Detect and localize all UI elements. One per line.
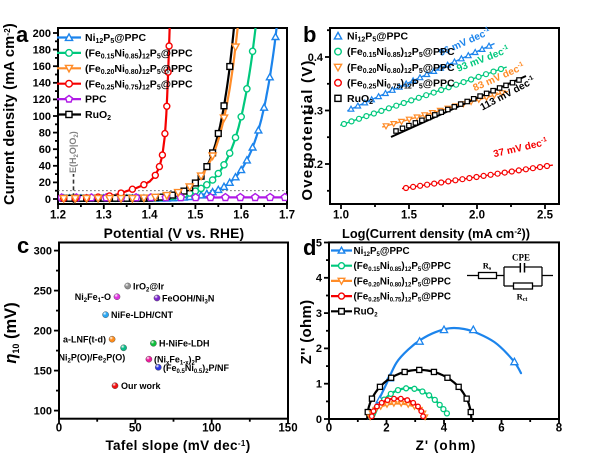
svg-text:Our work: Our work	[121, 381, 162, 391]
svg-text:180: 180	[33, 44, 51, 56]
svg-text:0: 0	[326, 423, 332, 435]
svg-text:IrO2​@Ir: IrO2​@Ir	[133, 282, 165, 294]
svg-text:c: c	[17, 233, 29, 258]
svg-text:4: 4	[316, 273, 323, 285]
svg-text:200: 200	[34, 325, 52, 337]
svg-text:100: 100	[34, 405, 52, 417]
svg-text:40: 40	[39, 161, 51, 173]
svg-text:100: 100	[202, 423, 221, 435]
svg-text:Tafel slope (mV dec-1​): Tafel slope (mV dec-1​)	[105, 438, 250, 453]
svg-text:(Fe0.20​Ni0.80​)12​P5​@PPC: (Fe0.20​Ni0.80​)12​P5​@PPC	[354, 276, 451, 288]
svg-text:Rs: Rs	[483, 261, 492, 273]
svg-text:PPC: PPC	[85, 94, 107, 106]
svg-text:150: 150	[278, 423, 297, 435]
svg-text:Overpotential (V): Overpotential (V)	[299, 59, 316, 200]
svg-text:80: 80	[39, 127, 51, 139]
svg-text:20: 20	[39, 177, 51, 189]
svg-text:H-NiFe-LDH: H-NiFe-LDH	[159, 339, 210, 349]
svg-text:300: 300	[34, 245, 52, 257]
svg-text:50: 50	[129, 423, 142, 435]
svg-text:4: 4	[441, 423, 448, 435]
svg-text:0: 0	[45, 194, 51, 206]
svg-text:(Fe0.15​Ni0.85​)12​P5​@PPC: (Fe0.15​Ni0.85​)12​P5​@PPC	[354, 261, 451, 273]
svg-text:2: 2	[316, 343, 322, 355]
svg-text:a: a	[16, 22, 29, 47]
svg-text:140: 140	[33, 78, 51, 90]
svg-text:2.0: 2.0	[469, 210, 485, 222]
svg-text:RuO2​: RuO2​	[85, 109, 111, 122]
svg-text:6: 6	[498, 423, 504, 435]
svg-text:2.5: 2.5	[537, 210, 554, 222]
svg-text:2: 2	[383, 423, 389, 435]
svg-text:100: 100	[33, 111, 51, 123]
svg-text:η10 (mV): η10 (mV)	[2, 302, 21, 363]
svg-text:60: 60	[39, 144, 51, 156]
svg-text:Ni12​P5​@PPC: Ni12​P5​@PPC	[85, 32, 146, 45]
svg-text:160: 160	[33, 61, 51, 73]
svg-text:(Nix​Fe1-x​)2​P: (Nix​Fe1-x​)2​P	[154, 355, 201, 367]
svg-text:1: 1	[316, 379, 322, 391]
svg-text:Log(Current density (mA cm-2​): Log(Current density (mA cm-2​))	[342, 226, 530, 241]
svg-text:d: d	[303, 235, 316, 260]
svg-text:3: 3	[316, 308, 322, 320]
svg-text:1.4: 1.4	[142, 210, 159, 222]
svg-text:1.5: 1.5	[401, 210, 418, 222]
svg-text:Potential (V vs. RHE): Potential (V vs. RHE)	[104, 226, 245, 241]
svg-text:200: 200	[33, 28, 51, 40]
svg-text:FeOOH/Ni3​N: FeOOH/Ni3​N	[162, 294, 214, 306]
svg-text:1.3: 1.3	[96, 210, 112, 222]
svg-text:0.4: 0.4	[308, 52, 324, 64]
svg-text:a-LNF(t-d): a-LNF(t-d)	[63, 335, 106, 345]
svg-text:1.7: 1.7	[279, 210, 295, 222]
svg-text:b: b	[303, 22, 316, 47]
svg-text:Ni2​P(O)/Fe2​P(O): Ni2​P(O)/Fe2​P(O)	[59, 353, 126, 365]
svg-text:NiFe-LDH/CNT: NiFe-LDH/CNT	[111, 310, 173, 320]
svg-text:1.5: 1.5	[187, 210, 204, 222]
svg-text:1.2: 1.2	[50, 210, 66, 222]
svg-text:0: 0	[56, 423, 62, 435]
svg-text:Z' (ohm): Z' (ohm)	[416, 438, 477, 453]
svg-text:0.2: 0.2	[308, 159, 323, 171]
svg-text:1.0: 1.0	[333, 210, 349, 222]
svg-text:0.3: 0.3	[308, 105, 323, 117]
svg-text:Current density (mA cm-2​): Current density (mA cm-2​)	[2, 23, 18, 205]
svg-text:Rct: Rct	[517, 292, 528, 304]
svg-text:E(H2​O|O2​): E(H2​O|O2​)	[68, 131, 80, 173]
svg-text:RuO2​: RuO2​	[347, 93, 373, 106]
svg-text:0: 0	[316, 414, 322, 426]
svg-text:Ni12​P5​@PPC: Ni12​P5​@PPC	[347, 31, 408, 44]
svg-text:250: 250	[34, 285, 52, 297]
svg-text:8: 8	[556, 423, 563, 435]
svg-text:CPE: CPE	[512, 253, 530, 263]
svg-text:(Fe0.25​Ni0.75​)12​P5​@PPC: (Fe0.25​Ni0.75​)12​P5​@PPC	[354, 292, 451, 304]
svg-text:120: 120	[33, 94, 51, 106]
svg-text:150: 150	[34, 365, 52, 377]
svg-text:1.6: 1.6	[233, 210, 249, 222]
svg-text:5: 5	[316, 237, 322, 249]
svg-text:Ni12​P5​@PPC: Ni12​P5​@PPC	[354, 246, 410, 258]
svg-text:Z'' (ohm): Z'' (ohm)	[298, 300, 315, 365]
svg-text:RuO2​: RuO2​	[354, 307, 379, 319]
